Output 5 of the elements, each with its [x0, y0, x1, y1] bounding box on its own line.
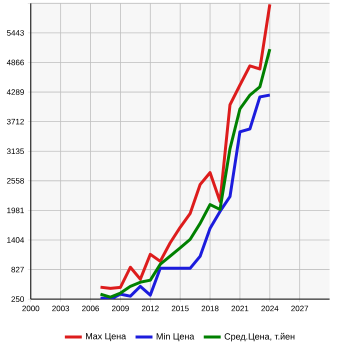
legend-label: Сред.Цена, т.йен	[224, 332, 294, 342]
legend-label: Min Цена	[156, 332, 194, 342]
line-series	[98, 48, 272, 299]
legend-label: Max Цена	[86, 333, 126, 342]
line-series	[98, 3, 272, 290]
